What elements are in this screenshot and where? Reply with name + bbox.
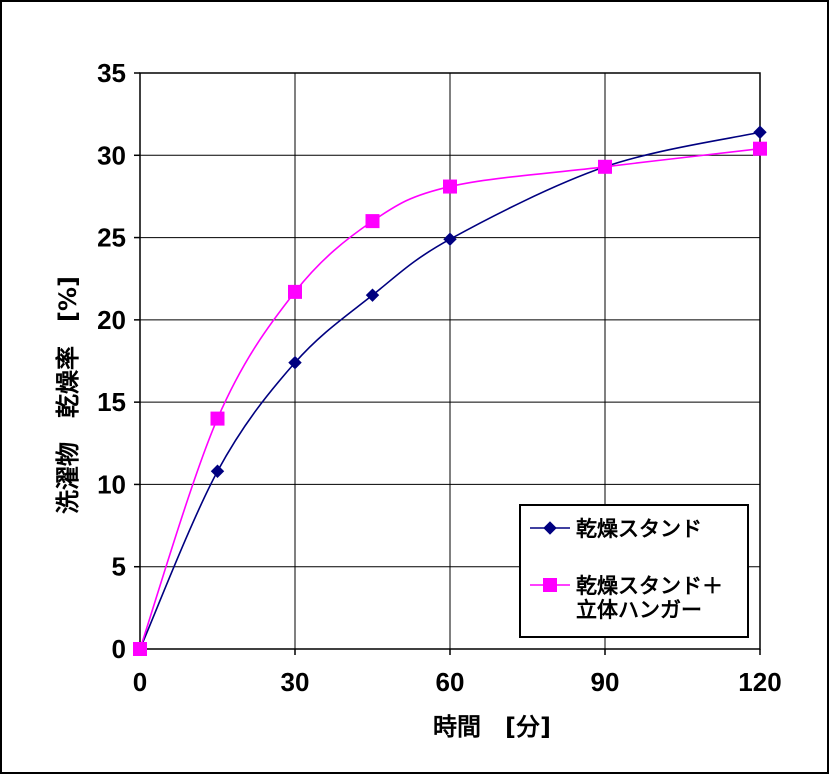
legend-label-1: 乾燥スタンド <box>576 517 702 541</box>
data-point-series-2 <box>365 214 380 229</box>
legend-label-2-line-2: 立体ハンガー <box>576 598 702 622</box>
data-point-series-1 <box>288 355 302 370</box>
x-axis-title: 時間 [分] <box>433 713 551 741</box>
series-markers <box>133 125 767 656</box>
plot-border <box>139 72 761 650</box>
x-tick-label: 60 <box>436 667 465 697</box>
x-tick-label: 120 <box>738 667 781 697</box>
data-point-series-2 <box>288 284 302 299</box>
data-point-series-2 <box>133 642 147 656</box>
x-tick-label: 30 <box>281 667 310 697</box>
x-tick-label: 90 <box>591 667 620 697</box>
data-point-series-1 <box>443 232 457 246</box>
y-tick-label: 0 <box>112 634 126 664</box>
tick-labels: 0 5 10 15 20 25 30 35 0 30 60 90 120 <box>97 58 782 697</box>
legend-box <box>519 504 749 638</box>
legend-marker-2 <box>543 578 557 592</box>
y-axis-title: 洗濯物 乾燥率 [%] <box>54 276 82 514</box>
y-tick-label: 15 <box>97 387 126 417</box>
data-point-series-1 <box>210 464 225 478</box>
axes <box>134 72 761 655</box>
x-tick-label: 0 <box>133 667 147 697</box>
data-point-series-1 <box>365 288 380 302</box>
y-tick-label: 5 <box>112 552 126 582</box>
legend-marker-1 <box>543 521 557 535</box>
data-point-series-1 <box>753 125 767 139</box>
data-point-series-2 <box>753 141 767 156</box>
y-tick-label: 25 <box>97 223 126 253</box>
legend-label-2-line-1: 乾燥スタンド＋ <box>576 574 723 598</box>
y-tick-label: 10 <box>97 469 126 499</box>
y-tick-label: 35 <box>97 58 126 88</box>
data-point-series-2 <box>598 159 612 174</box>
y-tick-label: 20 <box>97 305 126 335</box>
y-tick-label: 30 <box>97 140 126 170</box>
data-point-series-2 <box>210 411 225 426</box>
data-point-series-2 <box>443 179 457 194</box>
